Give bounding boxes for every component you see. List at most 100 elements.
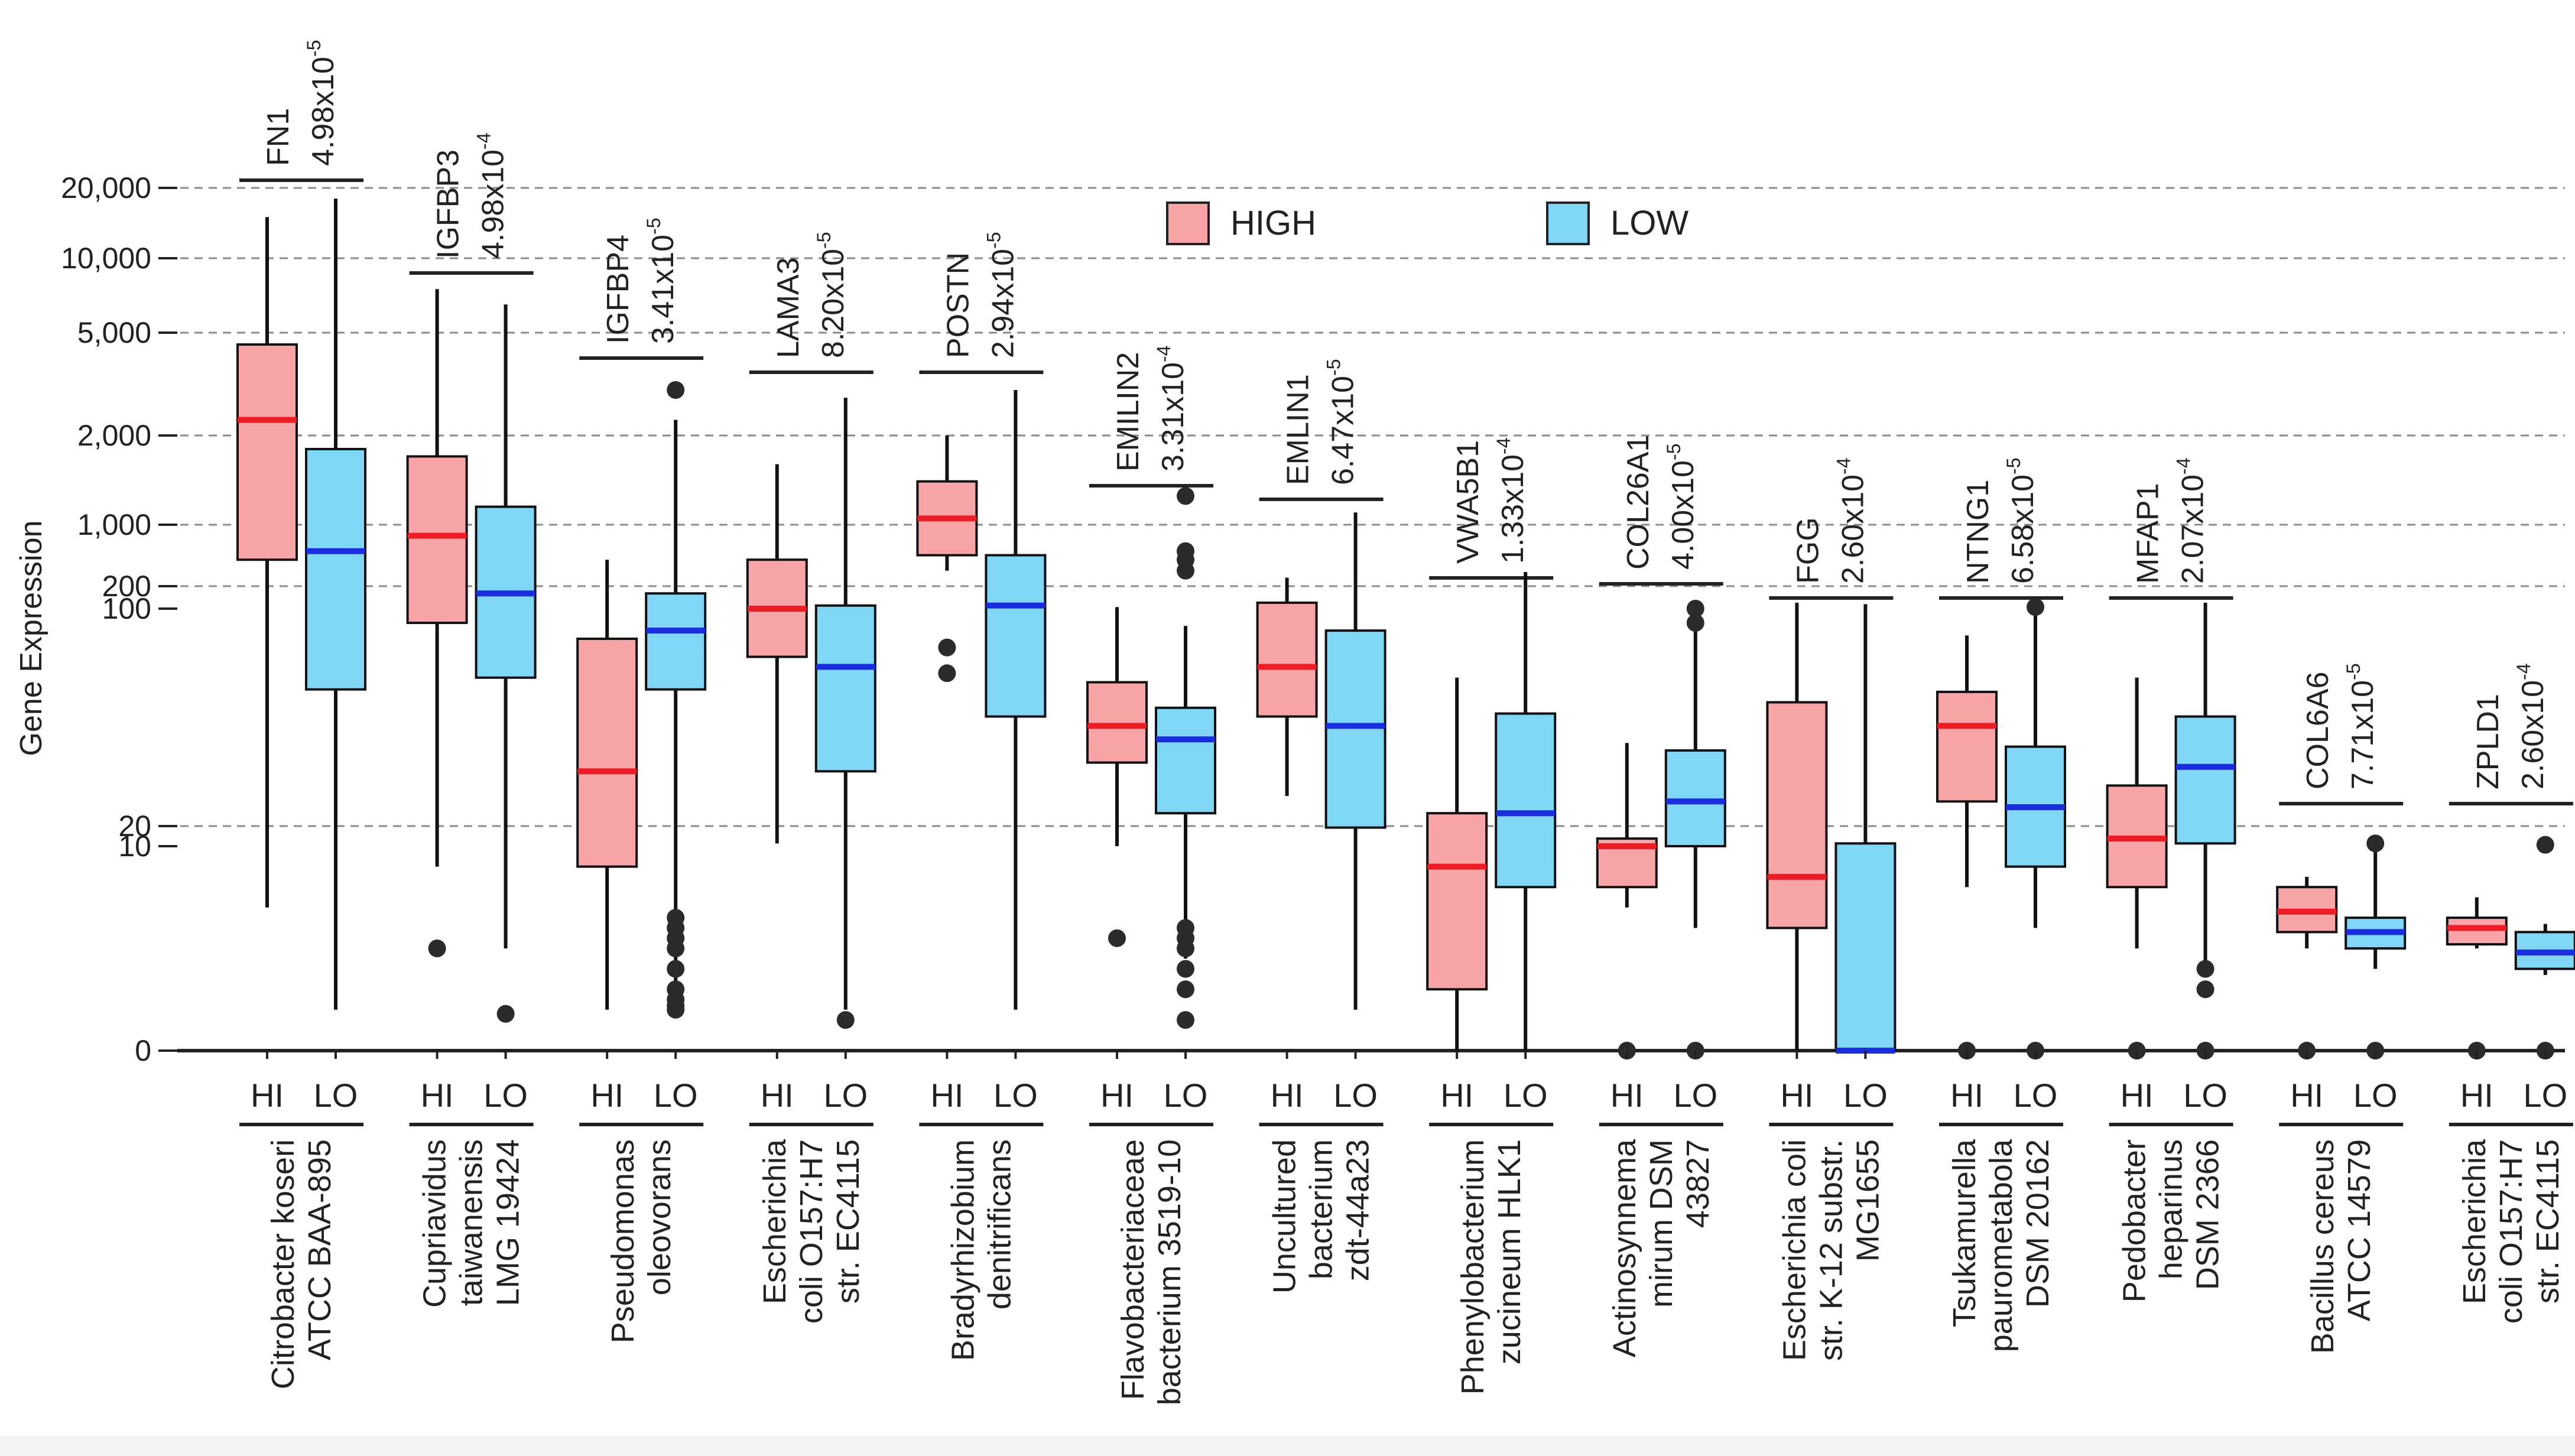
outlier-point: [2366, 834, 2385, 853]
gene-label: MFAP1: [2131, 483, 2165, 584]
p-value-label: 4.98x10-4: [473, 133, 511, 259]
outlier-point: [1177, 561, 1194, 580]
organism-label-line: MG1655: [1850, 1139, 1885, 1262]
box-high: HI: [746, 464, 808, 1114]
p-value-label: 4.00x10-5: [1663, 444, 1700, 570]
iqr-box: [1495, 712, 1557, 889]
organism-label-line: str. K-12 substr.: [1813, 1139, 1849, 1361]
box-high: HI: [916, 436, 978, 1114]
outlier-point: [2196, 980, 2214, 999]
box-low: LO: [645, 381, 707, 1114]
outlier-point: [1177, 960, 1194, 978]
group-label-lo: LO: [314, 1077, 358, 1114]
p-value-mantissa: 2.07x10: [2176, 474, 2210, 584]
gene-label: LAMA3: [771, 257, 806, 358]
group-label-hi: HI: [1271, 1077, 1304, 1114]
p-value-mantissa: 1.33x10: [1496, 454, 1530, 564]
organism-label-line: ATCC 14579: [2342, 1139, 2377, 1321]
iqr-box: [305, 447, 366, 691]
box-high: HI: [2106, 677, 2168, 1114]
outlier-point: [836, 1011, 855, 1029]
p-value-mantissa: 2.60x10: [1836, 474, 1870, 584]
iqr-box: [1936, 690, 1998, 803]
p-value-mantissa: 8.20x10: [816, 249, 850, 358]
outlier-point: [496, 1005, 515, 1023]
legend-low-label: LOW: [1610, 204, 1688, 242]
box-low: LO: [1834, 604, 1897, 1114]
gene-label: ZPLD1: [2471, 694, 2505, 789]
p-value-exponent: -5: [1323, 359, 1345, 376]
iqr-box: [236, 343, 298, 561]
group-label-hi: HI: [251, 1077, 284, 1114]
group-label-lo: LO: [1164, 1077, 1208, 1114]
group-label-hi: HI: [930, 1077, 963, 1114]
box-high: HI: [1596, 743, 1658, 1114]
y-tick-label-2: 5,000: [77, 316, 151, 349]
group-label-lo: LO: [823, 1077, 868, 1114]
outlier-point: [2196, 960, 2214, 978]
box-high: HI: [1426, 677, 1488, 1114]
group-label-lo: LO: [654, 1077, 698, 1114]
group-label-hi: HI: [2290, 1077, 2323, 1114]
y-tick-label-4: 1,000: [77, 508, 151, 541]
outlier-point: [2536, 836, 2554, 854]
y-tick-label-7: 20: [118, 810, 151, 843]
organism-label-line: Escherichia coli: [1777, 1139, 1812, 1361]
p-value-mantissa: 4.98x10: [306, 57, 340, 166]
organism-label-line: str. EC4115: [2530, 1139, 2566, 1304]
group-label-lo: LO: [1504, 1077, 1548, 1114]
outlier-point: [1177, 1011, 1194, 1029]
y-tick-label-0: 20,000: [61, 171, 151, 204]
y-tick-label-3: 2,000: [77, 419, 151, 452]
p-value-label: 2.07x10-4: [2173, 458, 2210, 584]
y-tick-label-5: 200: [102, 570, 151, 603]
p-value-label: 3.31x10-4: [1153, 346, 1190, 472]
organism-label-line: DSM 20162: [2020, 1139, 2056, 1308]
outlier-point: [938, 638, 956, 656]
y-axis-title: Gene Expression: [14, 521, 48, 756]
gene-label: IGFBP4: [601, 235, 635, 344]
gene-label: VWA5B1: [1451, 440, 1485, 564]
iqr-box: [645, 592, 707, 691]
group-label-lo: LO: [2014, 1077, 2058, 1114]
iqr-box: [1324, 629, 1386, 829]
outlier-point: [938, 664, 956, 682]
p-value-exponent: -4: [1153, 346, 1174, 362]
p-value-exponent: -5: [643, 218, 664, 235]
organism-label-line: DSM 2366: [2190, 1139, 2226, 1290]
group-label-lo: LO: [2523, 1077, 2567, 1114]
group-label-lo: LO: [2183, 1077, 2227, 1114]
p-value-mantissa: 2.60x10: [2516, 680, 2550, 789]
iqr-box: [1086, 681, 1148, 764]
box-high: HI: [1086, 607, 1148, 1114]
group-label-hi: HI: [421, 1077, 454, 1114]
organism-label-line: mirum DSM: [1644, 1139, 1679, 1308]
p-value-exponent: -4: [1493, 438, 1514, 454]
box-high: HI: [236, 217, 298, 1114]
outlier-point: [1177, 487, 1194, 505]
organism-label-line: Bradyrhizobium: [945, 1139, 980, 1361]
box-high: HI: [1936, 635, 1998, 1114]
iqr-box: [985, 554, 1047, 718]
p-value-exponent: -5: [813, 232, 834, 249]
group-label-lo: LO: [1333, 1077, 1378, 1114]
box-high: HI: [576, 560, 638, 1114]
gene-label: COL26A1: [1621, 435, 1655, 570]
p-value-label: 7.71x10-5: [2343, 664, 2380, 790]
box-low: LO: [1155, 487, 1216, 1114]
gene-label: FN1: [261, 108, 296, 166]
box-low: LO: [2345, 834, 2407, 1114]
iqr-box: [814, 604, 876, 773]
iqr-box: [2446, 916, 2508, 946]
p-value-exponent: -5: [303, 40, 324, 57]
p-value-mantissa: 2.94x10: [986, 249, 1020, 358]
group-label-hi: HI: [2121, 1077, 2154, 1114]
organism-label-line: ATCC BAA-895: [302, 1139, 337, 1360]
p-value-label: 2.60x10-4: [2513, 664, 2550, 790]
